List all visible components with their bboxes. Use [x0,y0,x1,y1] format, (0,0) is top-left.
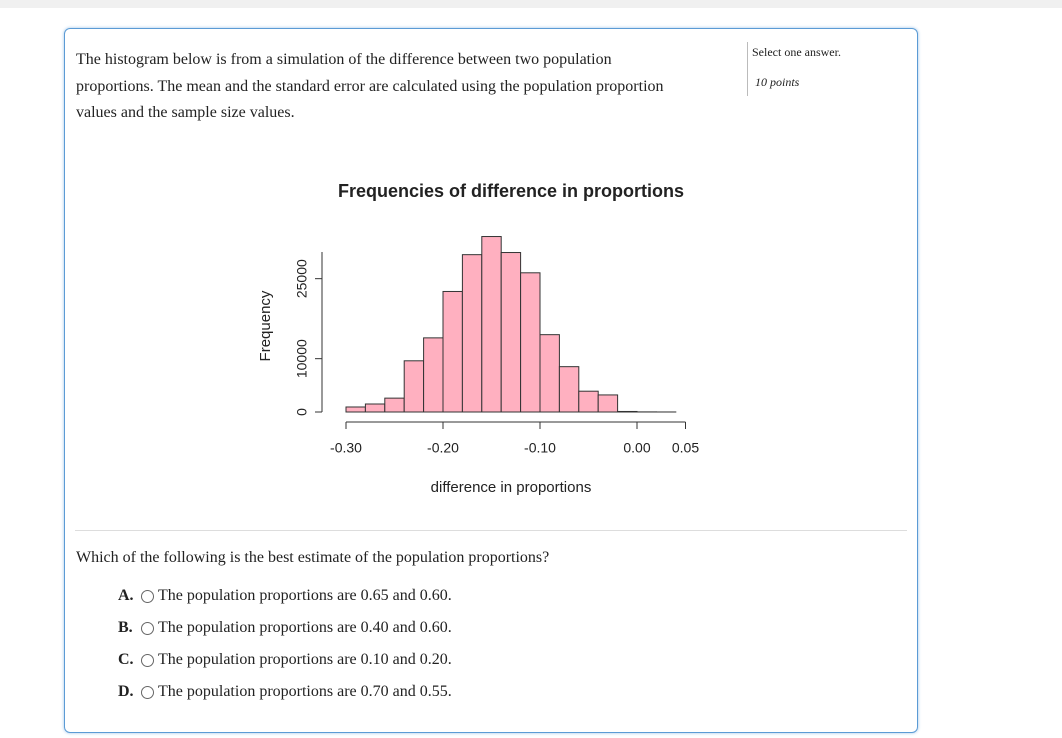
answer-option[interactable]: D. The population proportions are 0.70 an… [118,683,452,701]
option-letter: C. [118,651,134,668]
radio-button[interactable] [141,621,154,635]
instruction: Select one answer. [752,45,841,59]
answer-option[interactable]: C. The population proportions are 0.10 an… [118,651,452,669]
option-letter: D. [118,683,134,700]
radio-button[interactable] [141,653,154,667]
radio-button[interactable] [141,685,154,699]
intro-text: values and the sample size values. [76,104,295,121]
top-bar [0,0,1062,8]
option-text: The population proportions are 0.10 and … [158,651,452,668]
option-letter: A. [118,587,134,604]
question: Which of the following is the best estim… [76,549,550,566]
option-text: The population proportions are 0.40 and … [158,619,452,636]
option-text: The population proportions are 0.70 and … [158,683,452,700]
radio-button[interactable] [141,589,154,603]
answer-option[interactable]: A. The population proportions are 0.65 an… [118,587,452,605]
intro-text: The histogram below is from a simulation… [76,51,612,68]
option-text: The population proportions are 0.65 and … [158,587,452,604]
question-card [64,28,918,733]
answer-option[interactable]: B. The population proportions are 0.40 an… [118,619,452,637]
sidebar-divider [747,42,748,96]
intro-text: proportions. The mean and the standard e… [76,78,664,95]
option-letter: B. [118,619,133,636]
separator [75,530,907,531]
points: 10 points [755,75,800,89]
